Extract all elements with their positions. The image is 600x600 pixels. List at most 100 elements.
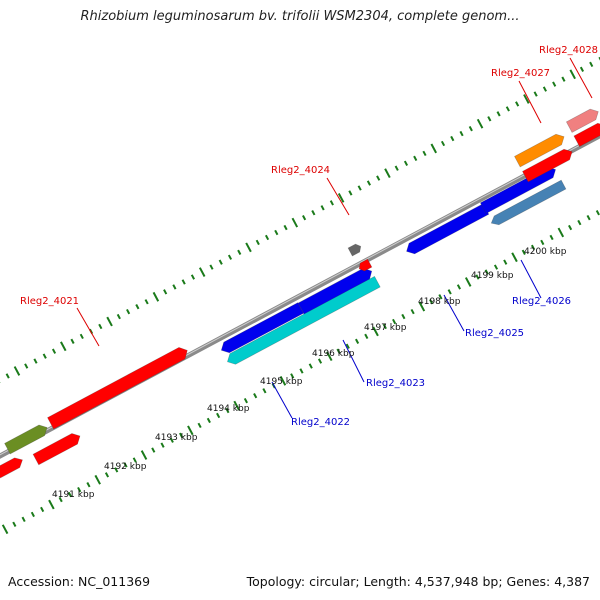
tick-mark bbox=[403, 160, 409, 166]
tick-mark bbox=[179, 432, 184, 438]
kbp-label: 4194 kbp bbox=[207, 404, 250, 414]
tick-mark bbox=[163, 289, 168, 295]
tick-row-upper bbox=[0, 56, 600, 383]
tick-mark bbox=[410, 308, 415, 315]
tick-mark bbox=[79, 333, 84, 340]
gene-label-top[interactable]: Rleg2_4027 bbox=[491, 68, 550, 79]
tick-mark bbox=[302, 215, 307, 221]
tick-mark bbox=[94, 474, 101, 485]
gene-feature[interactable] bbox=[514, 133, 565, 168]
tick-mark bbox=[116, 313, 121, 320]
leader-line bbox=[76, 307, 100, 347]
tick-mark bbox=[401, 313, 406, 320]
tick-mark bbox=[542, 86, 547, 92]
tick-mark bbox=[206, 417, 211, 424]
tick-mark bbox=[326, 351, 333, 362]
gene-label-bottom[interactable]: Rleg2_4026 bbox=[512, 296, 571, 307]
tick-mark bbox=[505, 106, 510, 112]
gene-feature[interactable] bbox=[573, 122, 600, 147]
tick-mark bbox=[568, 224, 573, 231]
tick-mark bbox=[190, 274, 196, 280]
gene-feature[interactable] bbox=[522, 148, 573, 183]
tick-mark bbox=[413, 155, 418, 162]
tick-mark bbox=[255, 239, 260, 246]
tick-mark bbox=[77, 486, 82, 493]
tick-mark bbox=[299, 368, 304, 374]
gene-feature[interactable] bbox=[347, 243, 362, 257]
gene-label-bottom[interactable]: Rleg2_4025 bbox=[465, 328, 524, 339]
gene-label-top[interactable]: Rleg2_4028 bbox=[539, 45, 598, 56]
gene-feature[interactable] bbox=[0, 457, 23, 479]
leader-line bbox=[443, 294, 465, 332]
tick-mark bbox=[348, 190, 353, 196]
tick-mark bbox=[67, 491, 72, 498]
tick-mark bbox=[476, 118, 484, 129]
tick-mark bbox=[181, 279, 186, 285]
kbp-label: 4191 kbp bbox=[52, 490, 95, 500]
tick-mark bbox=[521, 249, 526, 255]
gene-feature[interactable] bbox=[490, 179, 567, 226]
tick-mark bbox=[70, 338, 75, 344]
tick-mark bbox=[357, 185, 362, 191]
tick-mark bbox=[290, 373, 295, 379]
tick-mark bbox=[579, 66, 585, 72]
gene-feature[interactable] bbox=[32, 433, 81, 466]
tick-mark bbox=[274, 229, 279, 236]
tick-mark bbox=[456, 284, 462, 290]
tick-mark bbox=[279, 375, 287, 386]
tick-mark bbox=[160, 442, 165, 448]
tick-mark bbox=[329, 200, 334, 206]
tick-mark bbox=[233, 400, 240, 411]
gene-feature[interactable] bbox=[47, 347, 188, 430]
tick-mark bbox=[12, 521, 17, 527]
gene-label-top[interactable]: Rleg2_4021 bbox=[20, 296, 79, 307]
tick-mark bbox=[337, 193, 345, 203]
gene-feature[interactable] bbox=[297, 267, 373, 315]
tick-mark bbox=[308, 363, 313, 369]
tick-mark bbox=[98, 323, 103, 330]
gene-feature[interactable] bbox=[220, 302, 304, 354]
tick-mark bbox=[336, 348, 341, 354]
tick-mark bbox=[253, 393, 258, 399]
gene-label-bottom[interactable]: Rleg2_4022 bbox=[291, 417, 350, 428]
gene-feature[interactable] bbox=[406, 203, 490, 255]
tick-mark bbox=[515, 101, 520, 107]
tick-mark bbox=[245, 242, 252, 253]
tick-mark bbox=[382, 323, 387, 330]
leader-line bbox=[271, 381, 293, 419]
tick-mark bbox=[114, 467, 119, 473]
tick-mark bbox=[569, 69, 576, 80]
tick-mark bbox=[503, 259, 508, 265]
tick-mark bbox=[595, 210, 600, 216]
tick-mark bbox=[384, 168, 391, 179]
leader-line bbox=[520, 259, 542, 299]
tick-mark bbox=[364, 333, 369, 340]
tick-mark bbox=[227, 254, 233, 260]
gene-label-bottom[interactable]: Rleg2_4023 bbox=[366, 378, 425, 389]
leader-line bbox=[342, 339, 365, 383]
tick-mark bbox=[151, 447, 156, 453]
tick-mark bbox=[496, 111, 501, 117]
tick-mark bbox=[225, 407, 230, 414]
tick-mark bbox=[104, 472, 110, 478]
leader-line bbox=[326, 177, 350, 216]
tick-mark bbox=[40, 506, 45, 513]
tick-mark bbox=[144, 299, 149, 305]
gene-feature[interactable] bbox=[227, 276, 381, 365]
tick-mark bbox=[557, 227, 565, 238]
tick-mark bbox=[262, 388, 267, 394]
gene-label-top[interactable]: Rleg2_4024 bbox=[271, 165, 330, 176]
gene-feature[interactable] bbox=[565, 108, 599, 133]
kbp-label: 4196 kbp bbox=[312, 349, 355, 359]
tick-mark bbox=[345, 343, 350, 349]
tick-mark bbox=[376, 175, 381, 181]
gene-feature[interactable] bbox=[4, 424, 48, 455]
tick-mark bbox=[540, 239, 545, 246]
tick-mark bbox=[440, 140, 446, 147]
gene-feature[interactable] bbox=[358, 258, 373, 272]
tick-mark bbox=[438, 294, 443, 300]
tick-mark bbox=[209, 264, 214, 270]
kbp-label: 4200 kbp bbox=[524, 247, 567, 257]
tick-mark bbox=[430, 143, 438, 154]
